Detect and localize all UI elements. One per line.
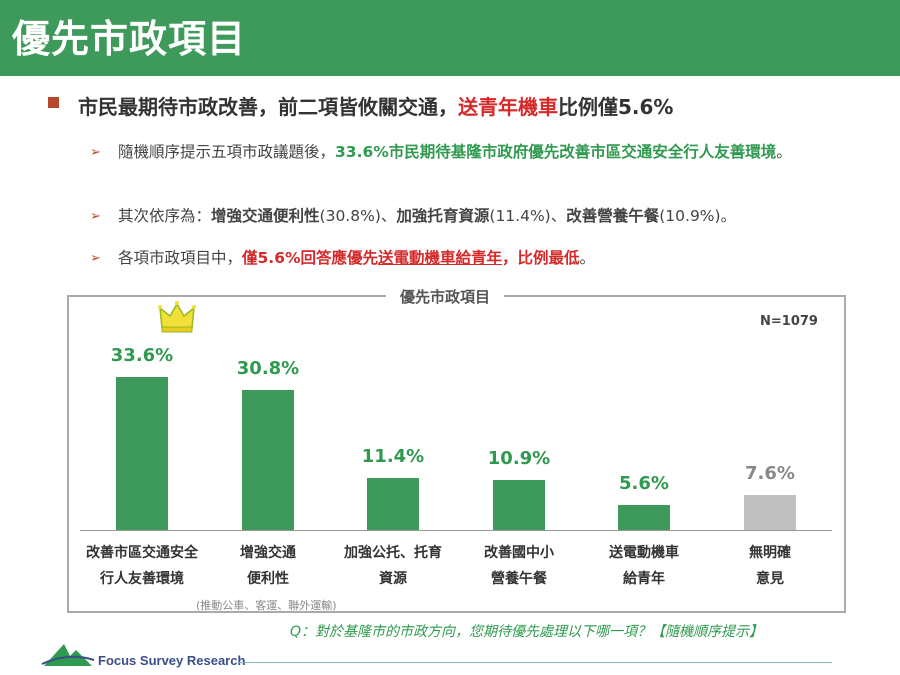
arrow-bullet-icon: ➢ [90,145,101,160]
bullet-2-item3: 改善營養午餐 [566,207,660,225]
bar-3 [367,478,419,530]
bar-value-label-2: 30.8% [236,357,300,379]
category-label-line: 給青年 [623,571,665,587]
bullet-square-icon [48,97,59,108]
footer-logo-text: Focus Survey Research [98,653,246,668]
category-label-2: 增強交通 便利性 [198,540,338,592]
bullet-1: 隨機順序提示五項市政議題後，33.6%市民期待基隆市政府優先改善市區交通安全行人… [118,140,878,164]
bullet-3-red3: ，比例最低 [502,249,580,267]
bar-4 [493,480,545,530]
footer-line [238,662,832,663]
bullet-3-tail: 。 [579,249,596,267]
category-label-6: 無明確 意見 [700,540,840,592]
category-label-line: 意見 [756,571,784,587]
category-label-line: 送電動機車 [609,545,679,561]
bar-6 [744,495,796,530]
bullet-3-red2: 送電動機車給青年 [378,249,503,267]
arrow-bullet-icon: ➢ [90,251,101,266]
bullet-2-value2: (11.4%)、 [489,207,567,225]
bullet-1-tail: 。 [776,143,792,161]
page-title: 優先市政項目 [12,17,247,61]
category-label-line: 加強公托、托育 [344,545,442,561]
category-label-line: 營養午餐 [491,571,547,587]
bar-value-label-5: 5.6% [619,472,669,494]
bullet-3-red1: 僅5.6%回答應優先 [242,249,379,267]
bullet-1-highlight: 33.6%市民期待基隆市政府優先改善市區交通安全行人友善環境 [335,143,777,161]
bar-value-label-4: 10.9% [487,448,551,470]
bullet-2-plain: 其次依序為： [118,207,212,225]
category-label-line: 改善國中小 [484,545,554,561]
bullet-1-plain: 隨機順序提示五項市政議題後， [118,143,336,161]
category-label-3: 加強公托、托育 資源 [323,540,463,592]
bar-2 [242,389,294,530]
crown-icon [158,301,196,333]
bullet-2-value1: (30.8%)、 [319,207,397,225]
bullet-2: 其次依序為：增強交通便利性(30.8%)、加強托育資源(11.4%)、改善營養午… [118,204,878,228]
bullet-2-value3: (10.9%)。 [659,207,737,225]
bullet-2-item2: 加強托育資源 [396,207,490,225]
chart-baseline [80,530,832,531]
category-label-4: 改善國中小 營養午餐 [449,540,589,592]
bar-5 [618,504,670,530]
bar-value-label-6: 7.6% [745,463,795,485]
category-label-line: 無明確 [749,545,791,561]
title-bar [0,0,900,76]
category-label-line: 改善市區交通安全 [86,545,198,561]
headline-part3: 比例僅5.6% [558,95,674,119]
focus-logo-icon [41,644,95,666]
arrow-bullet-icon: ➢ [90,209,101,224]
category-label-line: 增強交通 [240,545,296,561]
category-label-line: 資源 [379,571,407,587]
category-label-5: 送電動機車 給青年 [574,540,714,592]
bar-value-label-1: 33.6% [110,345,174,366]
category-label-line: 行人友善環境 [100,571,184,587]
bullet-3: 各項市政項目中，僅5.6%回答應優先送電動機車給青年，比例最低。 [118,246,878,270]
headline: 市民最期待市政改善，前二項皆攸關交通，送青年機車比例僅5.6% [78,91,673,120]
category-label-line: 便利性 [247,571,289,587]
bar-1 [116,377,168,530]
bar-value-label-3: 11.4% [361,446,425,468]
chart-title: 優先市政項目 [386,286,505,307]
bullet-2-item1: 增強交通便利性 [211,207,320,225]
category-label-1: 改善市區交通安全 行人友善環境 [72,540,212,592]
category-note: (推動公車、客運、聯外運輸) [196,599,337,612]
survey-question: Q：對於基隆市的市政方向，您期待優先處理以下哪一項？【隨機順序提示】 [290,624,764,640]
headline-highlight: 送青年機車 [458,95,558,119]
bullet-3-plain: 各項市政項目中， [118,249,243,267]
headline-part1: 市民最期待市政改善，前二項皆攸關交通， [78,95,458,119]
sample-size-label: N=1079 [760,314,818,329]
